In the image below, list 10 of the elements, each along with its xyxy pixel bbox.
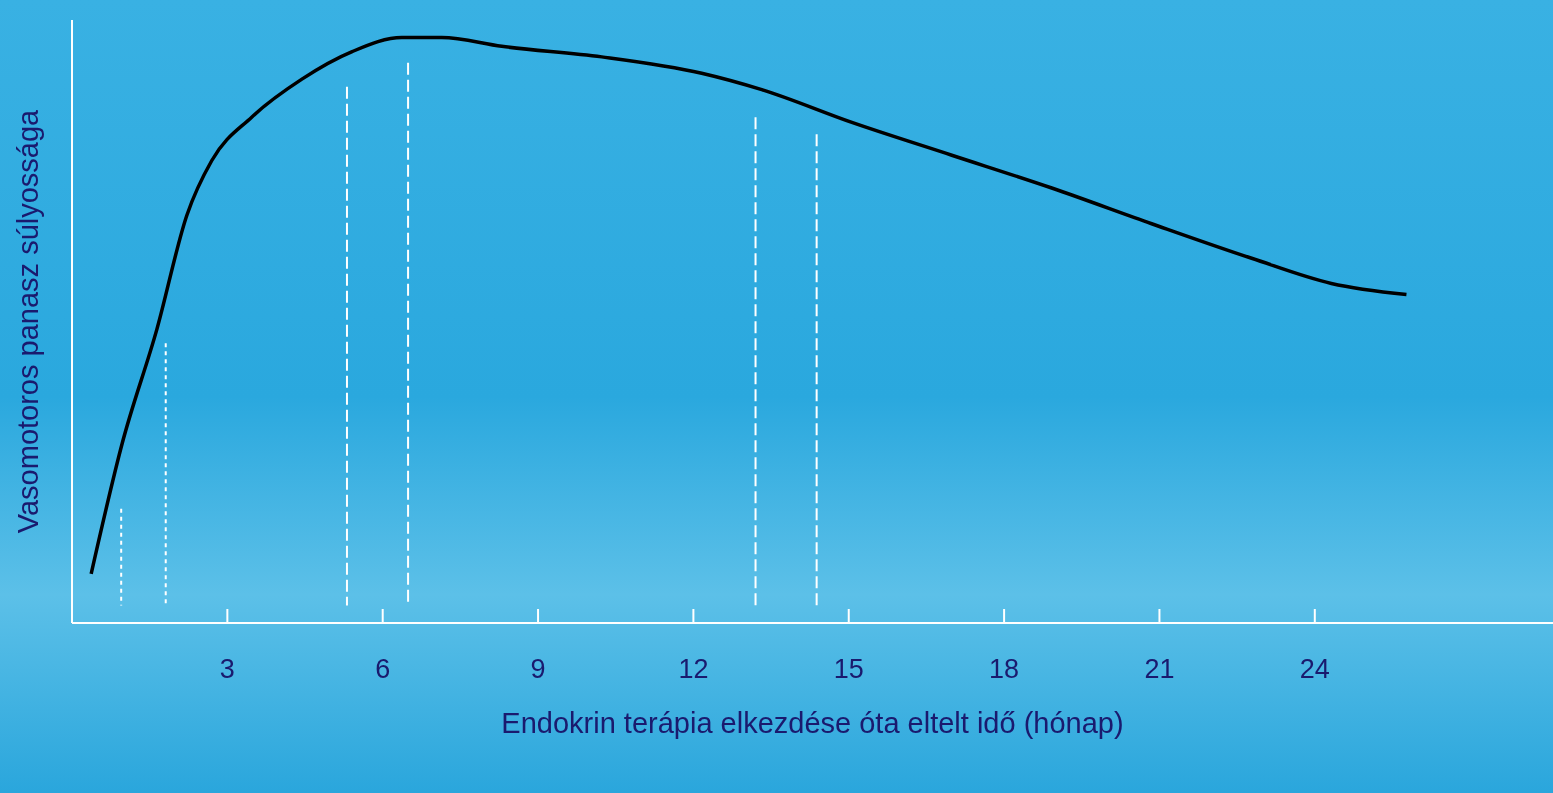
x-tick-label: 21 [1144,654,1175,685]
x-axis-title: Endokrin terápia elkezdése óta eltelt idő (hónap) [501,707,1124,739]
x-tick-label: 9 [530,654,546,685]
x-tick-label: 24 [1299,654,1330,685]
x-tick-label: 3 [219,654,235,685]
y-axis-title: Vasomotoros panasz súlyossága [12,108,44,534]
x-tick-label: 12 [678,654,709,685]
x-tick-label: 6 [375,654,391,685]
x-tick-label: 15 [833,654,864,685]
x-tick-label: 18 [989,654,1020,685]
